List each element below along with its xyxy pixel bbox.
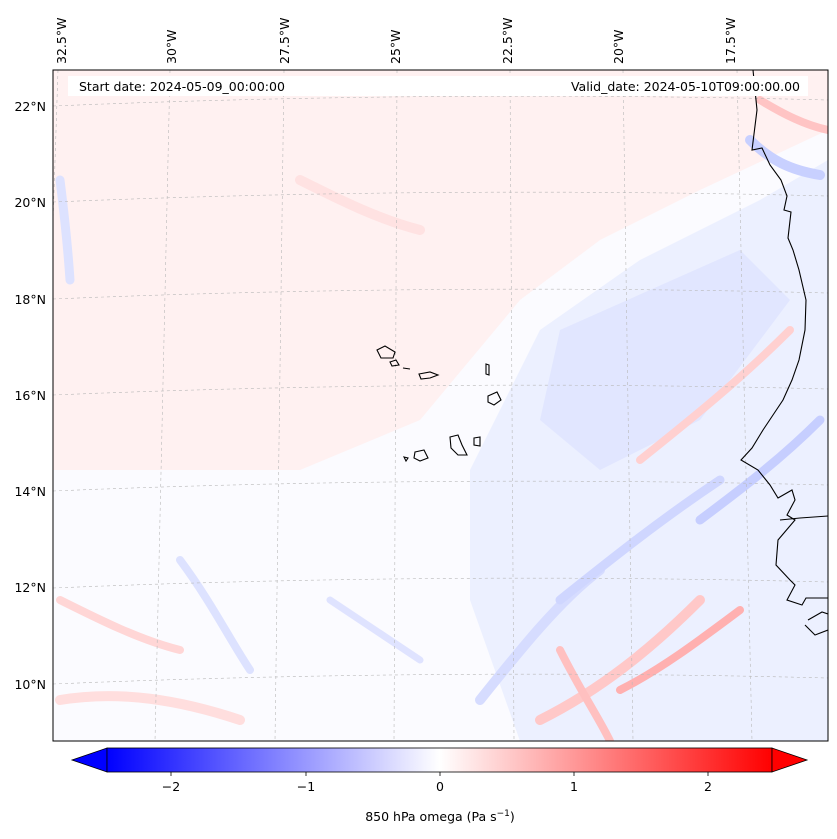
africa-coastline	[779, 515, 828, 521]
field-streak	[55, 691, 245, 725]
colorbar-label: 850 hPa omega (Pa s−1)	[365, 809, 515, 824]
field-streak	[756, 96, 828, 134]
colorbar-ticks	[170, 772, 709, 776]
field-positive-region	[53, 70, 828, 470]
field-streak	[535, 595, 705, 725]
island-boa-vista	[487, 391, 502, 406]
island-santiago	[449, 434, 468, 456]
field-streak	[636, 326, 794, 464]
island-brava	[402, 456, 409, 463]
colorbar-tick-label: −2	[162, 779, 180, 794]
coastlines	[376, 70, 828, 636]
lon-label: 32.5°W	[54, 18, 69, 64]
colorbar-label-close: )	[510, 809, 515, 824]
field-streak	[555, 475, 725, 605]
lon-label: 17.5°W	[723, 18, 738, 64]
island-santa-luzia	[402, 367, 411, 370]
colorbar-left-extend	[70, 747, 108, 773]
colorbar-tick-label: 2	[704, 779, 712, 794]
parallel-line	[53, 191, 828, 203]
latitude-labels: 22°N 20°N 18°N 16°N 14°N 12°N 10°N	[14, 99, 46, 692]
parallel-line	[53, 480, 828, 492]
colorbar-label-text: 850 hPa omega (Pa s	[365, 809, 496, 824]
meridian-line	[622, 70, 634, 741]
parallel-line	[53, 288, 828, 300]
meridian-line	[274, 70, 285, 741]
lat-label: 18°N	[14, 292, 46, 307]
omega-field	[53, 70, 828, 741]
island-maio	[473, 436, 481, 447]
colorbar-body	[106, 747, 773, 773]
colorbar-tick-label: −1	[297, 779, 315, 794]
longitude-labels: 32.5°W 30°W 27.5°W 25°W 22.5°W 20°W 17.5…	[54, 18, 738, 64]
island-sao-nicolau	[418, 371, 440, 380]
colorbar-tick-label: 0	[436, 779, 444, 794]
field-streak	[295, 175, 425, 235]
field-streak	[56, 596, 184, 654]
lon-label: 22.5°W	[500, 18, 515, 64]
island-sao-vicente	[389, 359, 400, 367]
graticule	[53, 70, 828, 741]
parallel-line	[53, 577, 828, 589]
lat-label: 16°N	[14, 388, 46, 403]
island-fogo	[413, 449, 429, 462]
field-streak	[326, 596, 424, 664]
start-date-label: Start date: 2024-05-09_00:00:00	[79, 79, 285, 94]
lon-label: 20°W	[611, 29, 626, 64]
parallel-line	[53, 384, 828, 396]
lon-label: 27.5°W	[277, 18, 292, 64]
island-sal	[485, 363, 490, 376]
lat-label: 22°N	[14, 99, 46, 114]
meridian-line	[154, 70, 171, 741]
header-box	[68, 76, 808, 96]
field-negative-region	[540, 250, 790, 470]
lon-label: 30°W	[164, 29, 179, 64]
colorbar-tick-label: 1	[570, 779, 578, 794]
lat-label: 14°N	[14, 484, 46, 499]
colorbar-right-extend	[771, 747, 809, 773]
field-streak	[556, 646, 614, 741]
africa-coastline	[804, 611, 828, 636]
island-santo-antao	[376, 345, 396, 359]
meridian-line	[736, 70, 753, 741]
field-streak	[55, 175, 75, 285]
meridian-line	[509, 70, 515, 741]
lat-label: 10°N	[14, 677, 46, 692]
parallel-line	[53, 673, 828, 685]
colorbar: −2 −1 0 1 2 850 hPa omega (Pa s−1)	[70, 747, 809, 824]
field-streak	[176, 556, 254, 674]
field-streak	[745, 135, 825, 180]
field-streak	[695, 415, 825, 525]
lat-label: 12°N	[14, 580, 46, 595]
africa-coastline	[740, 70, 828, 606]
lat-label: 20°N	[14, 195, 46, 210]
field-streak	[616, 606, 744, 694]
parallel-line	[53, 95, 828, 107]
map-frame	[52, 69, 829, 742]
map-panel: Start date: 2024-05-09_00:00:00 Valid_da…	[14, 18, 829, 742]
valid-date-label: Valid_date: 2024-05-10T09:00:00.00	[571, 79, 800, 94]
colorbar-label-exponent: −1	[497, 809, 510, 819]
meridian-line	[393, 70, 398, 741]
lon-label: 25°W	[388, 29, 403, 64]
